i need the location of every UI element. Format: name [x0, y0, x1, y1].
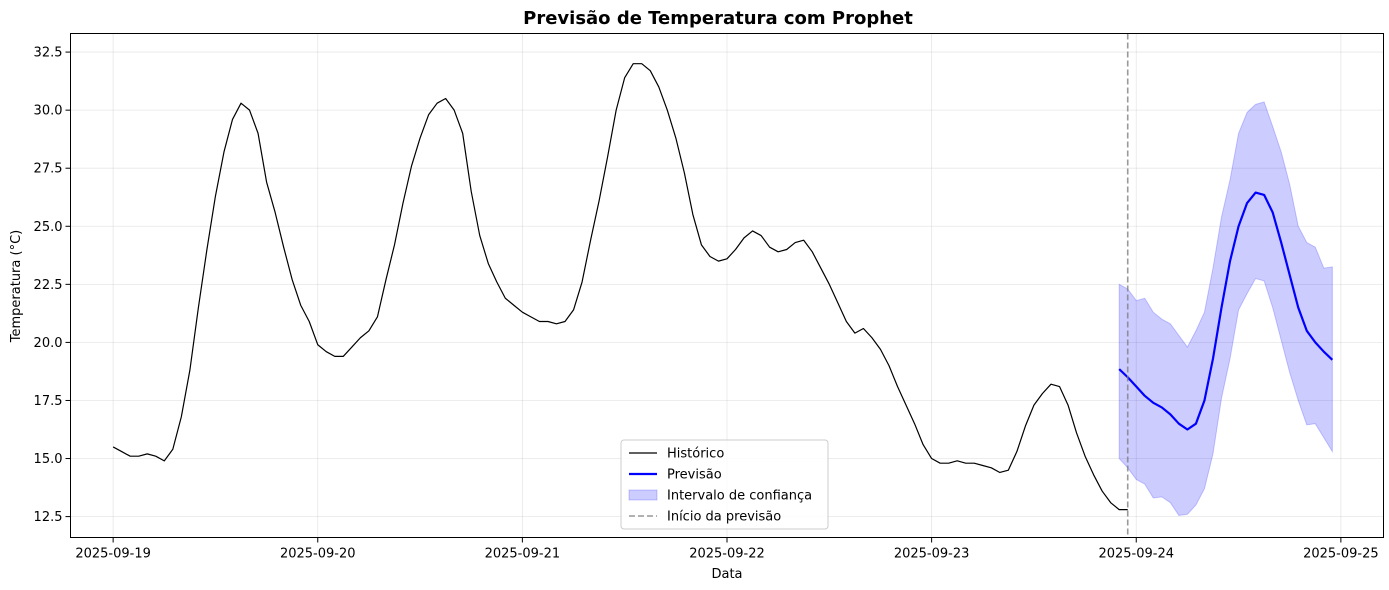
x-axis: 2025-09-19 2025-09-20 2025-09-21 2025-09-22… [75, 537, 1379, 562]
y-tick-label: 30.0 [34, 104, 63, 119]
grid [70, 33, 1384, 538]
x-tick-label: 2025-09-19 [75, 547, 151, 562]
legend-swatch [628, 489, 658, 501]
y-tick-label: 17.5 [34, 394, 63, 409]
plot-area [112, 33, 1334, 538]
x-tick-label: 2025-09-25 [1303, 547, 1379, 562]
series-line-historico [112, 63, 1128, 511]
y-tick-label: 27.5 [34, 162, 63, 177]
y-axis: 12.5 15.0 17.5 20.0 22.5 25.0 27.5 30.0 32.5 [34, 46, 71, 525]
x-tick-label: 2025-09-23 [894, 547, 970, 562]
x-tick-label: 2025-09-20 [280, 547, 356, 562]
legend-box [620, 439, 829, 530]
legend: Histórico Previsão Intervalo de confiança I… [620, 439, 829, 530]
chart-title: Previsão de Temperatura com Prophet [523, 8, 913, 29]
y-tick-label: 22.5 [34, 278, 63, 293]
x-tick-label: 2025-09-22 [689, 547, 765, 562]
y-tick-label: 12.5 [34, 510, 63, 525]
series-line-previsao [1118, 191, 1334, 431]
x-tick-label: 2025-09-24 [1098, 547, 1174, 562]
y-tick-label: 15.0 [34, 452, 63, 467]
legend-label: Histórico [667, 447, 724, 462]
y-tick-label: 32.5 [34, 46, 63, 61]
x-axis-label: Data [711, 567, 742, 582]
x-tick-label: 2025-09-21 [485, 547, 561, 562]
y-axis-label: Temperatura (°C) [9, 230, 24, 343]
legend-label: Início da previsão [667, 510, 781, 525]
legend-label: Intervalo de confiança [667, 489, 812, 504]
y-tick-label: 20.0 [34, 336, 63, 351]
y-tick-label: 25.0 [34, 220, 63, 235]
legend-label: Previsão [667, 468, 722, 483]
confidence-band [1118, 101, 1333, 516]
